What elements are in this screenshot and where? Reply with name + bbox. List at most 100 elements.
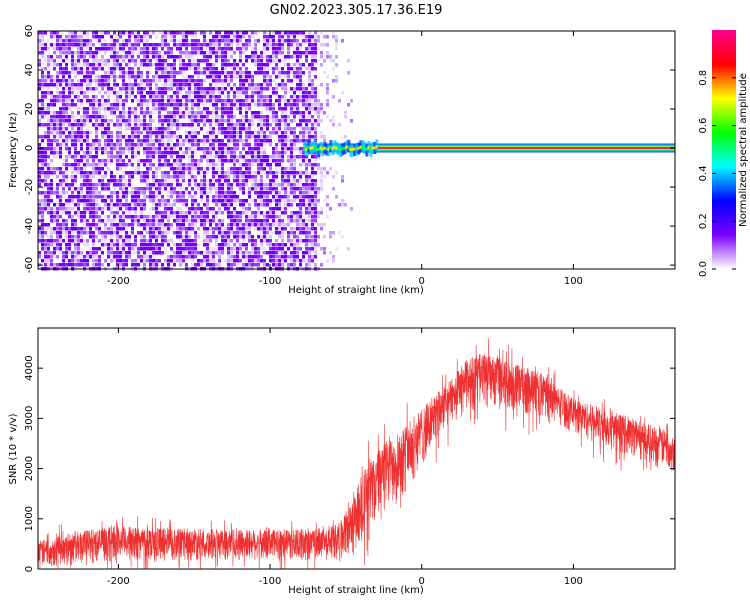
spectrogram-cell: [215, 35, 218, 39]
spectrogram-cell: [233, 95, 236, 99]
spectrogram-cell: [284, 147, 287, 151]
spectrogram-cell: [152, 127, 155, 131]
spectrogram-cell: [287, 171, 290, 175]
spectrogram-cell: [98, 239, 101, 243]
spectrogram-cell: [62, 203, 65, 207]
spectrogram-cell: [137, 103, 140, 107]
spectrogram-cell: [275, 91, 278, 95]
spectrogram-cell: [185, 99, 188, 103]
spectrogram-cell: [167, 147, 170, 151]
spectrogram-cell: [263, 35, 266, 39]
spectrogram-cell: [107, 71, 110, 75]
spectrogram-cell: [215, 31, 218, 35]
spectrogram-cell: [107, 123, 110, 127]
spectrogram-cell: [44, 263, 47, 267]
spectrogram-cell: [158, 75, 161, 79]
spectrogram-cell: [152, 155, 155, 159]
spectrogram-cell: [119, 163, 122, 167]
spectrogram-cell: [167, 119, 170, 123]
spectrogram-cell: [281, 159, 284, 163]
spectrogram-cell: [218, 179, 221, 183]
spectrogram-cell: [233, 223, 236, 227]
spectrogram-cell: [191, 207, 194, 211]
spectrogram-cell: [47, 119, 50, 123]
spectrogram-cell: [272, 31, 275, 35]
spectrogram-cell: [245, 135, 248, 139]
spectrogram-cell: [227, 95, 230, 99]
spectrogram-cell: [308, 71, 311, 75]
spectrogram-cell: [290, 43, 293, 47]
spectrogram-cell: [230, 195, 233, 199]
spectrogram-cell: [80, 135, 83, 139]
spectrogram-cell: [119, 215, 122, 219]
spectrogram-cell: [119, 167, 122, 171]
spectrogram-cell: [191, 83, 194, 87]
spectrogram-cell: [236, 155, 239, 159]
spectrogram-cell: [152, 43, 155, 47]
spectrogram-cell: [242, 115, 245, 119]
spectrogram-cell: [323, 251, 326, 255]
spectrogram-cell: [227, 135, 230, 139]
spectrogram-cell: [137, 71, 140, 75]
spectrogram-cell: [38, 215, 41, 219]
spectrogram-cell: [245, 87, 248, 91]
spectrogram-cell: [77, 263, 80, 267]
spectrogram-cell: [215, 203, 218, 207]
spectrogram-cell: [59, 251, 62, 255]
spectrogram-cell: [59, 107, 62, 111]
spectrogram-cell: [110, 179, 113, 183]
spectrogram-cell: [218, 147, 221, 151]
spectrogram-cell: [194, 195, 197, 199]
spectrogram-cell: [227, 215, 230, 219]
spectrogram-cell: [218, 195, 221, 199]
spectrogram-cell: [38, 255, 41, 259]
spectrogram-cell: [173, 167, 176, 171]
spectrogram-cell: [278, 199, 281, 203]
spectrogram-cell: [314, 43, 317, 47]
spectrogram-cell: [185, 199, 188, 203]
spectrogram-cell: [59, 39, 62, 43]
spectrogram-cell: [305, 203, 308, 207]
spectrogram-cell: [101, 63, 104, 67]
spectrogram-cell: [71, 115, 74, 119]
spectrogram-cell: [62, 123, 65, 127]
spectrogram-cell: [242, 171, 245, 175]
spectrogram-cell: [320, 167, 323, 171]
spectrogram-cell: [257, 103, 260, 107]
spectrogram-cell: [167, 143, 170, 147]
spectrogram-cell: [212, 119, 215, 123]
spectrogram-cell: [89, 107, 92, 111]
spectrogram-cell: [287, 47, 290, 51]
spectrogram-cell: [137, 131, 140, 135]
spectrogram-cell: [173, 163, 176, 167]
spectrogram-cell: [302, 87, 305, 91]
spectrogram-cell: [221, 127, 224, 131]
spectrogram-cell: [275, 111, 278, 115]
spectrogram-cell: [194, 31, 197, 35]
spectrogram-cell: [254, 179, 257, 183]
spectrogram-cell: [209, 259, 212, 263]
spectrogram-cell: [224, 75, 227, 79]
spectrogram-cell: [329, 207, 332, 211]
spectrogram-cell: [350, 99, 353, 103]
spectrogram-cell: [101, 31, 104, 35]
spectrogram-cell: [206, 99, 209, 103]
spectrogram-cell: [71, 63, 74, 67]
spectrogram-cell: [200, 175, 203, 179]
spectrogram-cell: [224, 147, 227, 151]
spectrogram-cell: [200, 31, 203, 35]
spectrogram-cell: [41, 227, 44, 231]
spectrogram-cell: [44, 115, 47, 119]
spectrogram-cell: [56, 151, 59, 155]
spectrogram-cell: [134, 171, 137, 175]
spectrogram-cell: [320, 43, 323, 47]
spectrogram-cell: [134, 147, 137, 151]
spectrogram-cell: [107, 75, 110, 79]
spectrogram-cell: [233, 87, 236, 91]
spectrogram-cell: [224, 71, 227, 75]
spectrogram-cell: [215, 251, 218, 255]
spectrogram-cell: [260, 103, 263, 107]
spectrogram-cell: [263, 171, 266, 175]
spectrogram-cell: [287, 231, 290, 235]
spectrogram-cell: [71, 167, 74, 171]
